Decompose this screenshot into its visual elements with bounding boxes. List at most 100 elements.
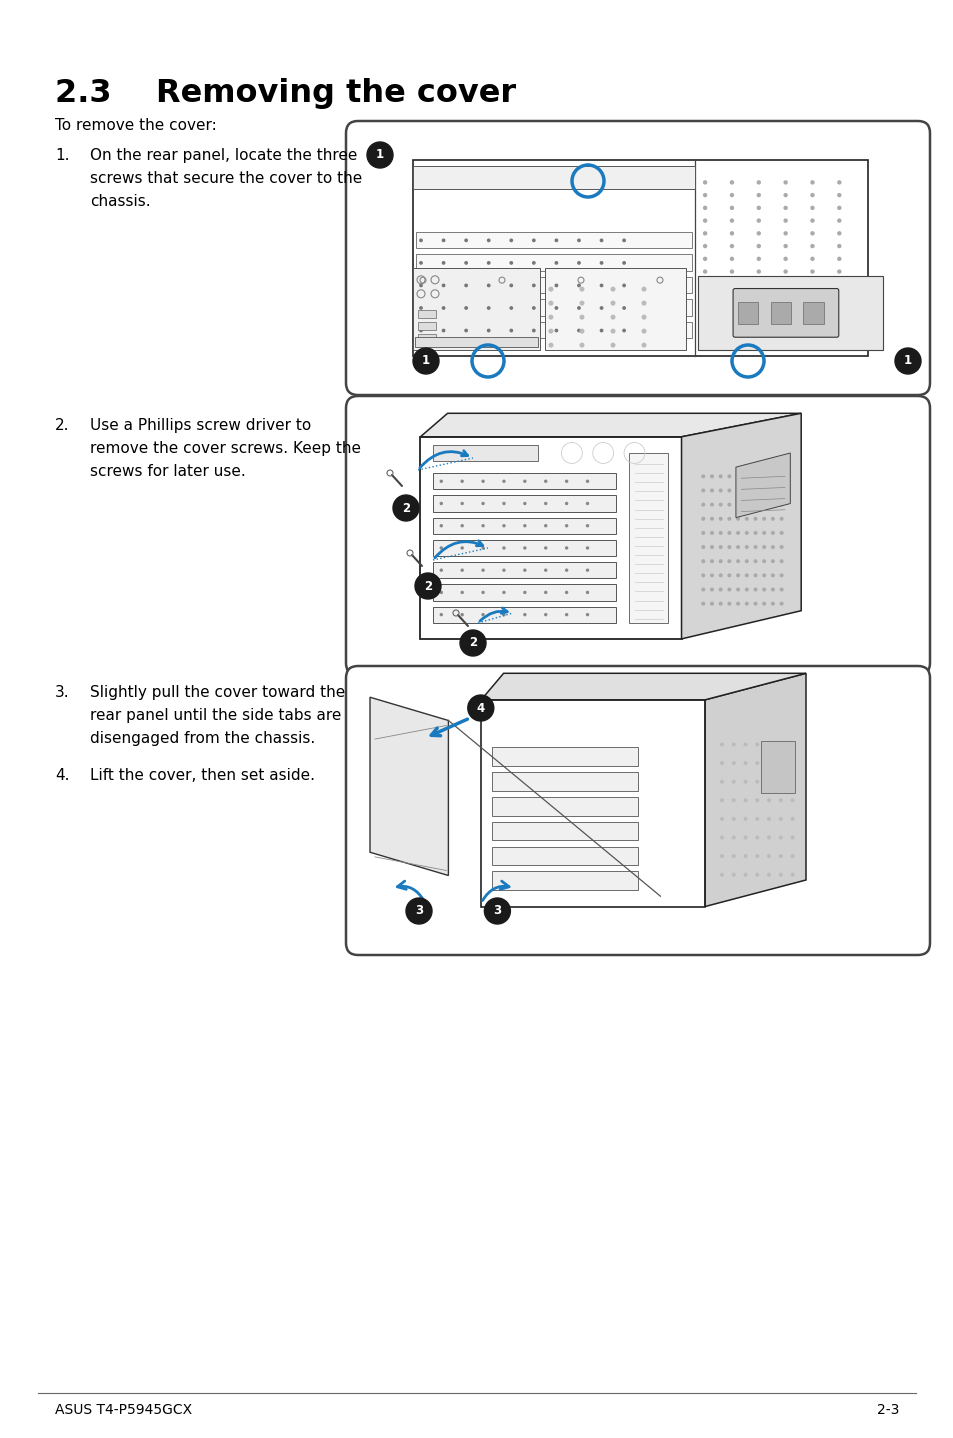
Circle shape xyxy=(460,614,463,615)
Circle shape xyxy=(779,781,781,782)
Circle shape xyxy=(544,502,546,505)
Circle shape xyxy=(502,591,504,594)
Circle shape xyxy=(730,181,733,184)
Circle shape xyxy=(727,603,730,605)
Circle shape xyxy=(736,489,739,492)
Text: 2: 2 xyxy=(401,502,410,515)
Circle shape xyxy=(757,181,760,184)
Circle shape xyxy=(555,262,557,265)
Circle shape xyxy=(743,762,746,765)
Text: 2.3    Removing the cover: 2.3 Removing the cover xyxy=(55,78,516,109)
Circle shape xyxy=(790,818,793,820)
Circle shape xyxy=(464,329,467,332)
Circle shape xyxy=(730,296,733,299)
Circle shape xyxy=(810,296,813,299)
Circle shape xyxy=(440,614,442,615)
Circle shape xyxy=(481,546,483,549)
Circle shape xyxy=(710,518,713,521)
Circle shape xyxy=(727,574,730,577)
Circle shape xyxy=(578,329,579,332)
Circle shape xyxy=(790,743,793,746)
Circle shape xyxy=(703,334,706,336)
Circle shape xyxy=(790,800,793,801)
Circle shape xyxy=(701,588,704,591)
Bar xyxy=(698,276,882,349)
Circle shape xyxy=(544,569,546,571)
Circle shape xyxy=(743,818,746,820)
Circle shape xyxy=(783,347,786,349)
Circle shape xyxy=(701,518,704,521)
Circle shape xyxy=(720,762,722,765)
Circle shape xyxy=(780,559,782,562)
Circle shape xyxy=(464,262,467,265)
Circle shape xyxy=(757,257,760,260)
Circle shape xyxy=(419,329,422,332)
Circle shape xyxy=(523,591,525,594)
Circle shape xyxy=(736,603,739,605)
Circle shape xyxy=(442,262,444,265)
Circle shape xyxy=(641,329,645,334)
Text: 1: 1 xyxy=(375,148,384,161)
Circle shape xyxy=(744,518,747,521)
Circle shape xyxy=(757,334,760,336)
Circle shape xyxy=(783,308,786,311)
Circle shape xyxy=(599,329,602,332)
Circle shape xyxy=(755,873,758,876)
Circle shape xyxy=(459,630,485,656)
Circle shape xyxy=(762,518,764,521)
Text: 2-3: 2-3 xyxy=(876,1403,898,1416)
Bar xyxy=(433,607,616,623)
Circle shape xyxy=(779,818,781,820)
Circle shape xyxy=(744,475,747,477)
Circle shape xyxy=(440,480,442,482)
Circle shape xyxy=(810,283,813,286)
Circle shape xyxy=(641,288,645,290)
Circle shape xyxy=(406,897,432,925)
Circle shape xyxy=(727,559,730,562)
Circle shape xyxy=(744,546,747,548)
Circle shape xyxy=(754,559,756,562)
Text: Slightly pull the cover toward the
rear panel until the side tabs are
disengaged: Slightly pull the cover toward the rear … xyxy=(90,684,345,745)
Circle shape xyxy=(710,532,713,533)
Circle shape xyxy=(743,835,746,838)
Circle shape xyxy=(367,142,393,168)
Polygon shape xyxy=(735,453,789,518)
Circle shape xyxy=(767,835,769,838)
Circle shape xyxy=(611,344,614,347)
Circle shape xyxy=(442,306,444,309)
Circle shape xyxy=(565,591,567,594)
Circle shape xyxy=(810,244,813,247)
Circle shape xyxy=(703,207,706,210)
Circle shape xyxy=(578,262,579,265)
Circle shape xyxy=(703,296,706,299)
Circle shape xyxy=(771,518,774,521)
Circle shape xyxy=(442,285,444,286)
Circle shape xyxy=(757,232,760,234)
Circle shape xyxy=(762,475,764,477)
Circle shape xyxy=(440,502,442,505)
Circle shape xyxy=(622,329,624,332)
Circle shape xyxy=(487,239,490,242)
Text: 4: 4 xyxy=(476,702,484,715)
Circle shape xyxy=(771,559,774,562)
Circle shape xyxy=(783,181,786,184)
Circle shape xyxy=(502,502,504,505)
Circle shape xyxy=(586,480,588,482)
Circle shape xyxy=(544,614,546,615)
Circle shape xyxy=(767,743,769,746)
Circle shape xyxy=(736,546,739,548)
Circle shape xyxy=(779,800,781,801)
Circle shape xyxy=(565,614,567,615)
Circle shape xyxy=(440,591,442,594)
Circle shape xyxy=(565,569,567,571)
Circle shape xyxy=(767,800,769,801)
Circle shape xyxy=(837,270,840,273)
Circle shape xyxy=(837,347,840,349)
Text: Use a Phillips screw driver to
remove the cover screws. Keep the
screws for late: Use a Phillips screw driver to remove th… xyxy=(90,418,360,479)
Circle shape xyxy=(744,574,747,577)
Circle shape xyxy=(719,518,721,521)
Circle shape xyxy=(783,283,786,286)
Circle shape xyxy=(719,574,721,577)
Circle shape xyxy=(755,762,758,765)
Circle shape xyxy=(736,574,739,577)
